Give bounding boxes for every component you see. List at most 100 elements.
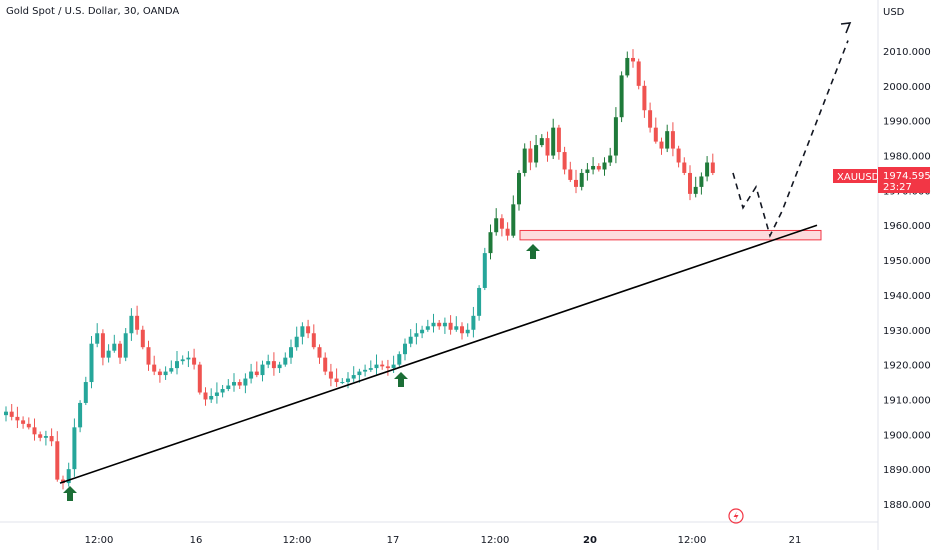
candle xyxy=(534,134,539,168)
candle-body xyxy=(653,127,658,142)
x-tick-label: 21 xyxy=(789,535,802,546)
candle-body xyxy=(209,395,214,400)
candle xyxy=(642,80,647,118)
price-tag-symbol: XAUUSD xyxy=(837,172,880,183)
candle-body xyxy=(442,322,447,327)
candle-body xyxy=(460,326,464,334)
candle-body xyxy=(517,172,521,205)
candle-body xyxy=(574,179,578,187)
candle-body xyxy=(294,336,299,348)
candle-body xyxy=(32,427,37,435)
candle-body xyxy=(579,172,584,187)
touch-arrow-icon xyxy=(63,486,77,501)
candle xyxy=(32,418,37,441)
chart-title: Gold Spot / U.S. Dollar, 30, OANDA xyxy=(6,6,180,17)
projection-path xyxy=(732,40,849,238)
candle xyxy=(118,340,122,364)
candle xyxy=(403,338,407,361)
candle-body xyxy=(186,357,191,360)
candle xyxy=(585,163,590,181)
candle-body xyxy=(608,155,613,163)
candle-body xyxy=(55,441,60,480)
candle xyxy=(334,368,339,387)
candle-body xyxy=(249,371,254,379)
candle xyxy=(608,147,613,166)
candle xyxy=(43,430,48,446)
candle-body xyxy=(146,347,151,365)
candle xyxy=(9,403,14,421)
candle xyxy=(602,157,607,176)
candle xyxy=(693,176,698,198)
candle-body xyxy=(693,186,698,194)
candle-body xyxy=(323,357,328,372)
x-tick-label: 12:00 xyxy=(85,535,114,546)
x-tick-label: 12:00 xyxy=(678,535,707,546)
candle xyxy=(169,360,174,374)
candle-body xyxy=(169,368,174,372)
candle xyxy=(26,417,31,430)
touch-arrow-icon xyxy=(526,244,540,259)
candle-body xyxy=(214,392,219,396)
candle xyxy=(596,163,601,172)
candle-body xyxy=(368,368,373,370)
y-tick-label: 2000.000 xyxy=(883,82,931,93)
y-tick-label: 1950.000 xyxy=(883,256,931,267)
candle xyxy=(676,145,681,168)
candle-body xyxy=(619,75,624,118)
candle-body xyxy=(152,364,157,372)
candle-body xyxy=(625,57,630,76)
candle-body xyxy=(482,253,487,288)
candle xyxy=(420,325,425,339)
candle xyxy=(562,146,567,175)
candle-body xyxy=(357,371,362,376)
candle-body xyxy=(385,366,390,369)
candle-body xyxy=(317,347,322,358)
candle xyxy=(237,379,242,390)
candle xyxy=(591,157,596,175)
candle xyxy=(636,58,641,90)
candle-body xyxy=(596,165,601,170)
trendline xyxy=(59,224,818,484)
candle xyxy=(192,348,197,370)
candle xyxy=(374,354,379,375)
candle-body xyxy=(72,427,77,470)
candle-body xyxy=(374,364,379,369)
candle xyxy=(4,406,8,422)
candle xyxy=(83,376,88,406)
candle-body xyxy=(391,364,396,369)
candle-body xyxy=(163,371,168,376)
candle xyxy=(528,140,533,171)
candle xyxy=(665,124,670,153)
candle-body xyxy=(192,357,197,365)
candle xyxy=(380,360,385,370)
candle xyxy=(220,385,225,398)
candle-body xyxy=(95,333,100,344)
candle xyxy=(494,208,499,236)
candle xyxy=(397,351,402,367)
candle xyxy=(294,326,299,351)
candle xyxy=(260,360,265,382)
candle xyxy=(482,247,487,291)
candle xyxy=(363,364,368,377)
candle-body xyxy=(106,350,111,358)
candle xyxy=(442,317,447,334)
candle xyxy=(670,122,675,157)
candle-body xyxy=(631,57,635,62)
candle-body xyxy=(266,361,271,365)
candle-body xyxy=(511,204,516,236)
candle-body xyxy=(237,382,242,386)
candle-body xyxy=(642,85,647,111)
x-tick-label: 20 xyxy=(583,535,597,546)
y-tick-label: 1960.000 xyxy=(883,221,931,232)
candle-body xyxy=(556,127,561,153)
candle-body xyxy=(78,402,83,428)
candle-body xyxy=(494,218,499,233)
candle-body xyxy=(232,382,236,386)
candle xyxy=(351,366,356,383)
candle xyxy=(55,431,60,482)
candle xyxy=(89,336,94,389)
candle-body xyxy=(254,371,259,376)
candle xyxy=(653,117,658,144)
candle xyxy=(21,416,26,429)
